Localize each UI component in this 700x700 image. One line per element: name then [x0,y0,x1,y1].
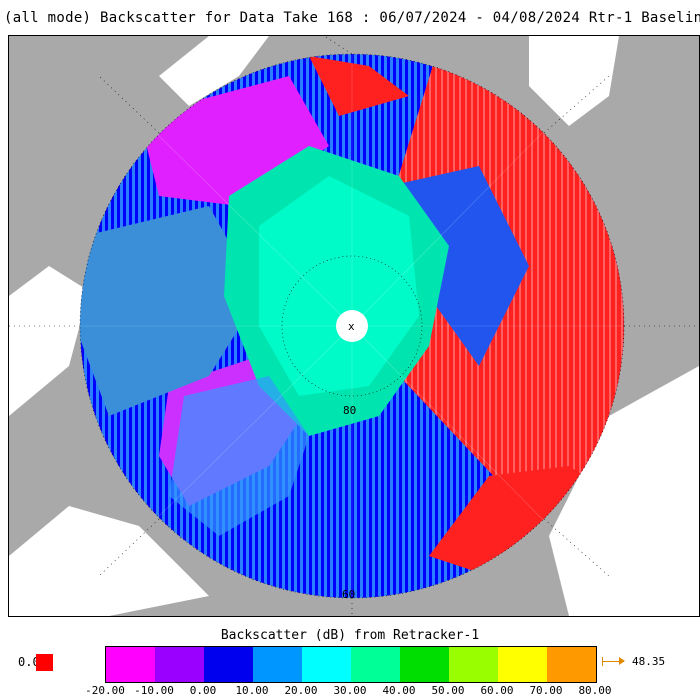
above-range-arrow-icon [602,657,625,665]
above-range-label: 48.35 [632,655,666,668]
colorbar-tick-label: 30.00 [333,684,367,697]
below-range-label: 0.0 [18,655,40,669]
polar-map: 80 60 x [8,35,700,617]
colorbar-tick-label: 40.00 [382,684,416,697]
ocean-east [549,366,699,616]
colorbar-tick-label: -10.00 [134,684,174,697]
colorbar-segment [547,647,596,682]
map-title: (all mode) Backscatter for Data Take 168… [4,10,700,26]
polar-map-canvas: 80 60 x [9,36,699,616]
meridian-lines [9,36,699,616]
latitude-80-circle [281,255,423,397]
ocean-west [9,266,89,416]
ocean-north [159,36,269,106]
colorbar-tick-label: 60.00 [480,684,514,697]
colorbar [105,646,597,683]
colorbar-segment [253,647,302,682]
pole-data-gap [336,310,368,342]
ocean-southwest [9,506,209,616]
ocean-northeast [529,36,619,126]
colorbar-segment [155,647,204,682]
colorbar-tick-label: -20.00 [85,684,125,697]
colorbar-tick-label: 50.00 [431,684,465,697]
colorbar-segment [204,647,253,682]
colorbar-tick-label: 0.00 [189,684,217,697]
colorbar-segment [106,647,155,682]
latitude-80-label: 80 [343,404,356,417]
colorbar-segment [302,647,351,682]
colorbar-tick-label: 80.00 [578,684,612,697]
north-pole-marker: x [348,320,355,333]
colorbar-segment [449,647,498,682]
colorbar-segment [498,647,547,682]
below-range-swatch [36,654,53,671]
colorbar-tick-label: 70.00 [529,684,563,697]
colorbar-segment [400,647,449,682]
colorbar-segment [351,647,400,682]
colorbar-title: Backscatter (dB) from Retracker-1 [220,628,480,643]
colorbar-tick-label: 10.00 [235,684,269,697]
latitude-60-label: 60 [342,588,355,601]
colorbar-tick-label: 20.00 [284,684,318,697]
